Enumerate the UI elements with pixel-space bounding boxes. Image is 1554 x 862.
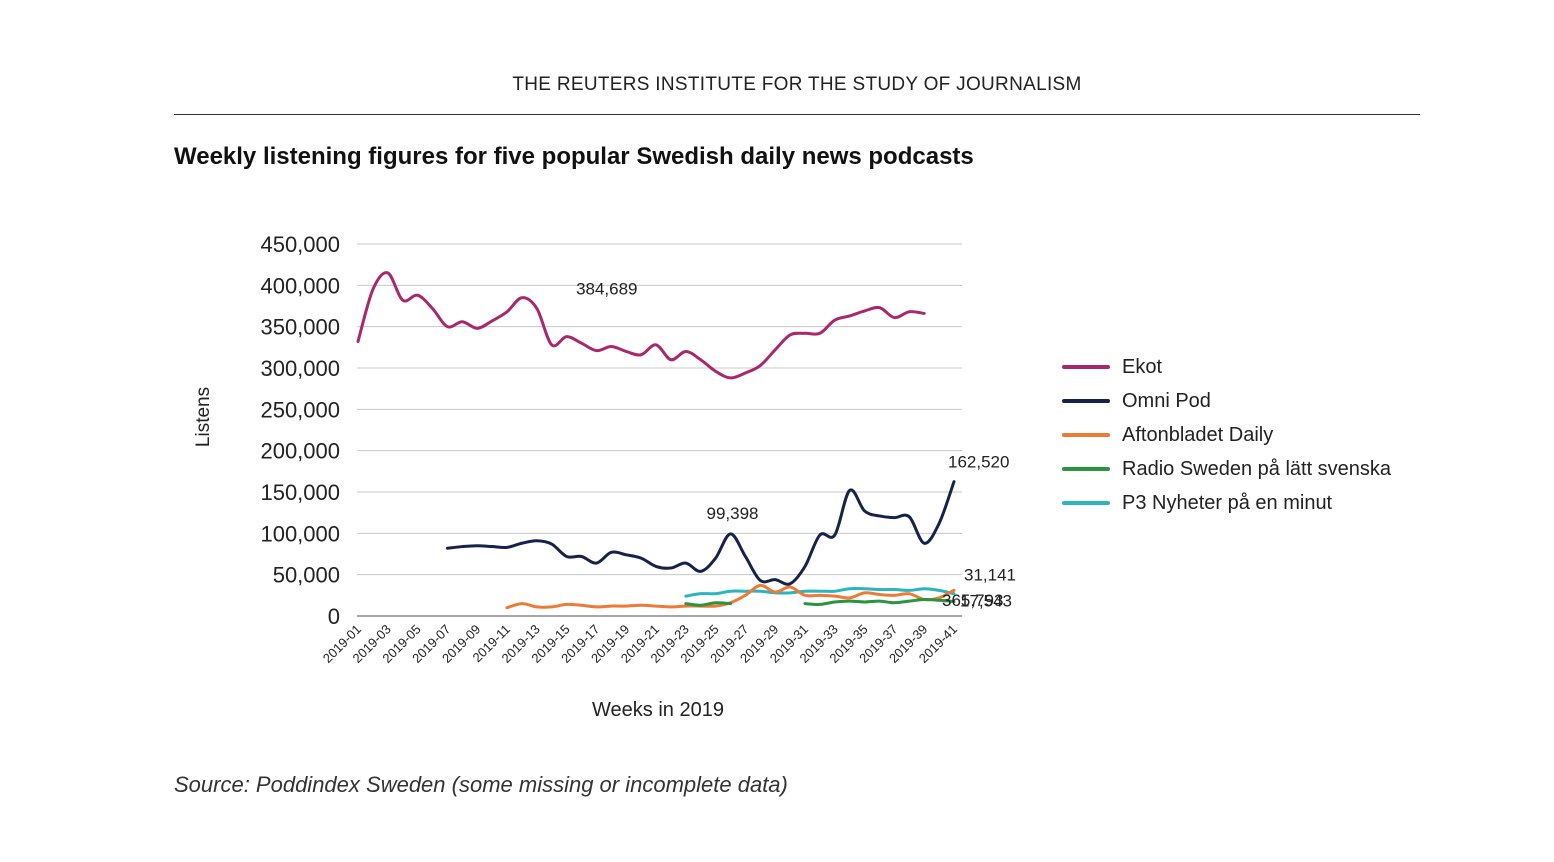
legend-item-aftonbladet-daily: Aftonbladet Daily [1062,418,1391,452]
series-line-omni-pod [445,480,956,586]
series-p3-nyheter-p-en-minut [684,587,956,598]
legend-label: Aftonbladet Daily [1122,423,1274,446]
series-omni-pod [445,480,956,586]
y-axis-label: Listens [193,387,214,447]
series-ekot [356,271,926,380]
legend-item-radio-sweden: Radio Sweden på lätt svenska [1062,452,1391,486]
data-label: 384,689 [576,279,637,298]
data-label: 31,141 [964,565,1016,584]
chart-legend: Ekot Omni Pod Aftonbladet Daily Radio Sw… [1062,350,1391,520]
y-tick-label: 200,000 [260,439,340,464]
y-tick-label: 0 [328,604,340,629]
legend-label: Radio Sweden på lätt svenska [1122,457,1392,480]
series-lines [356,271,956,610]
legend-label: Omni Pod [1122,389,1211,412]
y-tick-label: 250,000 [260,397,340,422]
header-divider [174,114,1420,115]
legend-item-omni-pod: Omni Pod [1062,384,1391,418]
gridlines [357,243,962,617]
data-label: 365,793 [942,591,1003,610]
legend-swatch [1062,501,1110,505]
legend-item-ekot: Ekot [1062,350,1391,384]
legend-swatch [1062,467,1110,471]
y-tick-label: 50,000 [273,563,340,588]
series-line-ekot [356,271,926,380]
y-tick-label: 400,000 [260,273,340,298]
series-radio-sweden-p-l-tt-svenska [684,597,956,607]
data-labels: 384,689 365,793 99,398 162,520 31,141 17,543 [576,279,1016,610]
report-header: THE REUTERS INSTITUTE FOR THE STUDY OF J… [512,74,1082,95]
data-label: 17,543 [960,591,1012,610]
legend-swatch [1062,399,1110,403]
x-axis-label: Weeks in 2019 [592,699,724,721]
legend-label: Ekot [1122,355,1163,378]
chart-title: Weekly listening figures for five popula… [174,143,974,170]
data-label: 99,398 [707,504,759,523]
data-label: 162,520 [948,453,1009,472]
legend-item-p3-nyheter: P3 Nyheter på en minut [1062,486,1391,520]
y-tick-label: 450,000 [260,232,340,257]
y-tick-label: 350,000 [260,315,340,340]
series-line-radio-sweden-p-l-tt-svenska [803,597,956,606]
y-tick-label: 300,000 [260,356,340,381]
y-tick-label: 150,000 [260,480,340,505]
source-note: Source: Poddindex Sweden (some missing o… [174,772,788,797]
series-line-p3-nyheter-p-en-minut [684,587,956,598]
legend-swatch [1062,365,1110,369]
legend-label: P3 Nyheter på en minut [1122,491,1333,514]
y-tick-label: 100,000 [260,521,340,546]
legend-swatch [1062,433,1110,437]
x-axis: 2019-012019-032019-052019-072019-092019-… [320,622,960,666]
y-axis: 0 50,000 100,000 150,000 200,000 250,000 300,0… [260,232,340,629]
series-line-radio-sweden-p-l-tt-svenska [684,601,732,607]
